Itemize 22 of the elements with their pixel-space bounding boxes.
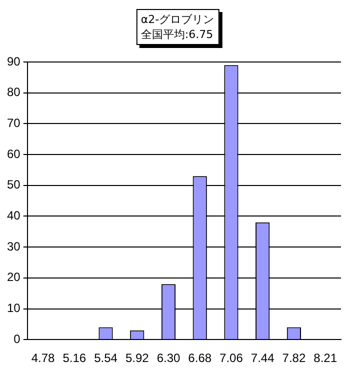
- y-tick-label: 20: [6, 270, 21, 284]
- x-tick-label: 4.78: [31, 351, 56, 366]
- y-tick-label: 50: [6, 178, 21, 192]
- y-tick-label: 80: [6, 85, 21, 100]
- chart-subtitle: 全国平均:6.75: [140, 27, 214, 42]
- x-tick-label: 8.21: [314, 351, 338, 366]
- x-tick-label: 5.16: [62, 351, 86, 366]
- x-tick-label: 5.92: [125, 351, 150, 366]
- x-tick-label: 5.54: [94, 351, 118, 366]
- y-tick-label: 40: [6, 208, 21, 223]
- x-tick-label: 6.68: [188, 351, 212, 366]
- y-tick-label: 60: [6, 146, 21, 161]
- x-tick-label: 7.82: [282, 351, 306, 366]
- x-tick-label: 7.44: [250, 351, 275, 366]
- y-tick-label: 10: [6, 301, 21, 316]
- x-tick-label: 6.30: [156, 351, 180, 366]
- y-tick-label: 0: [14, 332, 21, 346]
- y-tick-label: 90: [6, 54, 21, 68]
- y-tick-label: 70: [6, 116, 21, 130]
- y-tick-label: 30: [6, 239, 21, 254]
- chart-title: α2-グロブリン: [140, 12, 214, 27]
- x-tick-label: 7.06: [220, 351, 244, 366]
